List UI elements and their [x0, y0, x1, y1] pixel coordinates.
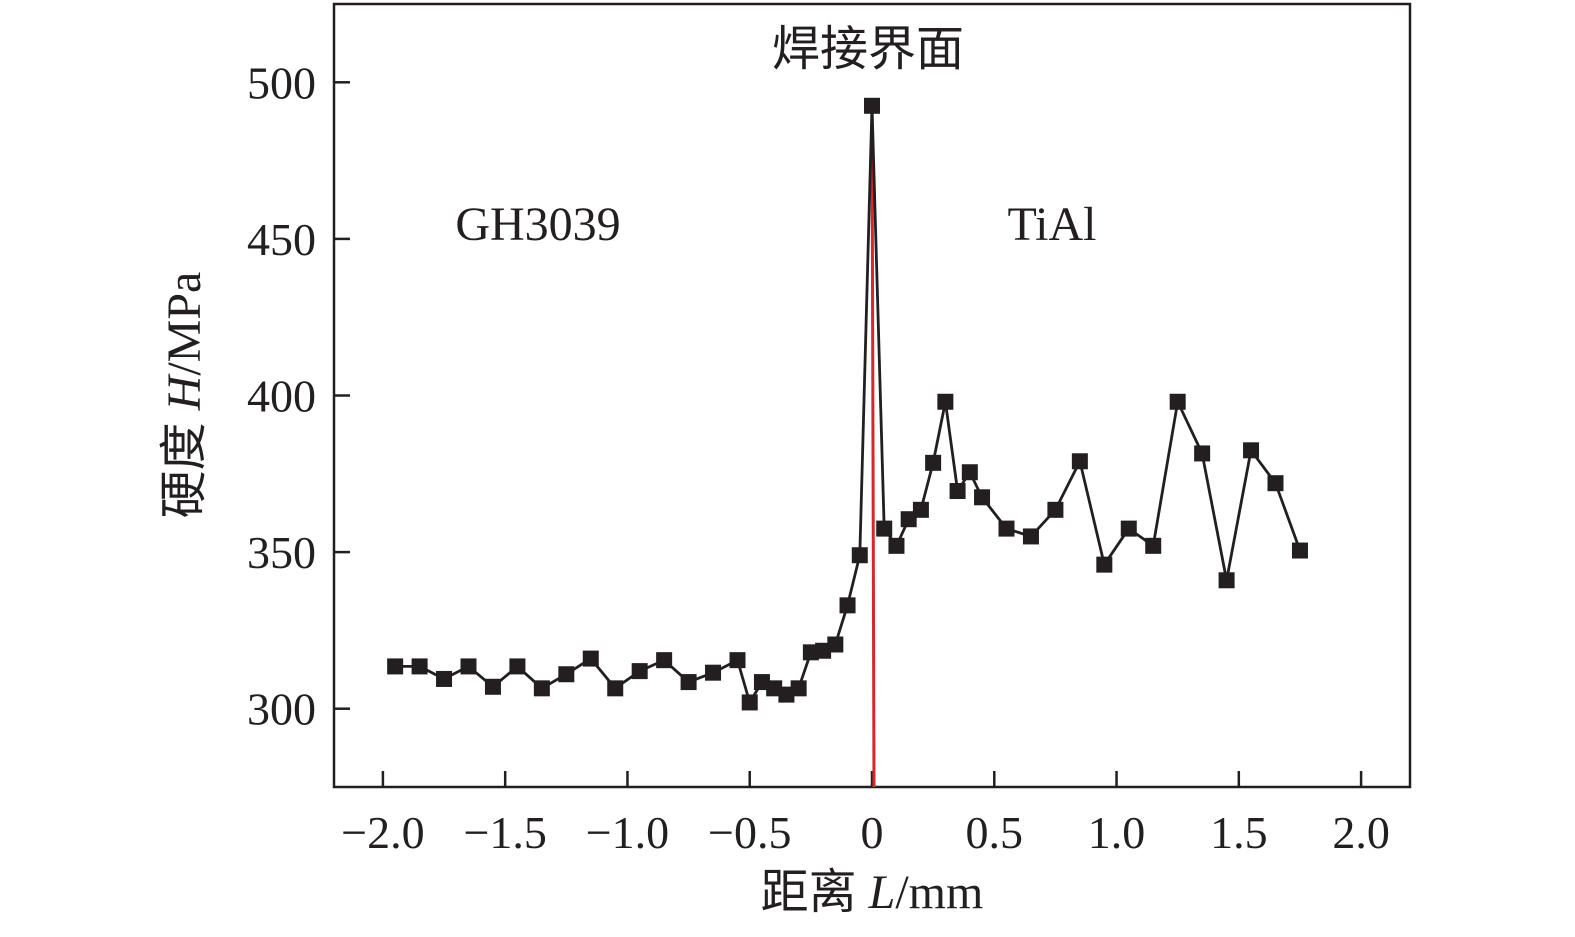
data-point	[1194, 445, 1211, 462]
data-point	[705, 664, 722, 681]
data-point	[864, 97, 880, 114]
data-point	[607, 680, 624, 697]
interface-line-group	[870, 111, 876, 788]
interface-line	[870, 111, 876, 788]
data-point	[656, 652, 673, 669]
data-point	[790, 680, 807, 697]
x-tick-label: −2.0	[341, 807, 424, 858]
data-point	[631, 663, 648, 680]
data-point	[387, 658, 404, 675]
x-tick-label: 1.5	[1210, 807, 1268, 858]
data-point	[533, 680, 550, 697]
data-point	[839, 597, 856, 614]
data-point	[949, 483, 966, 500]
y-tick-label: 500	[247, 57, 316, 108]
data-point	[1218, 572, 1235, 589]
data-point	[1243, 442, 1260, 459]
data-point	[1267, 475, 1284, 492]
data-point	[1120, 520, 1137, 537]
left-material-label: GH3039	[455, 198, 620, 251]
data-point	[1047, 501, 1064, 518]
x-axis-title-prefix: 距离	[761, 866, 869, 919]
x-axis-title-var: L	[868, 866, 896, 919]
data-point	[766, 680, 783, 697]
data-point	[802, 644, 819, 661]
series-markers	[387, 97, 1308, 711]
data-point	[900, 511, 917, 528]
data-point	[753, 674, 770, 691]
data-point	[998, 520, 1015, 537]
data-point	[436, 670, 453, 687]
data-point	[582, 650, 599, 667]
data-point	[741, 694, 758, 711]
data-point	[815, 642, 832, 659]
x-axis-title: 距离 L/mm	[761, 866, 984, 919]
x-tick-label: 2.0	[1332, 807, 1390, 858]
data-point	[778, 686, 795, 703]
data-point	[680, 674, 697, 691]
data-point	[411, 658, 428, 675]
data-point	[1071, 453, 1088, 470]
x-tick-label: 1.0	[1088, 807, 1146, 858]
data-point	[1169, 393, 1186, 410]
x-tick-label: −1.0	[586, 807, 669, 858]
y-tick-label: 450	[247, 214, 316, 265]
y-axis-ticks: 300 350 400 450 500	[247, 57, 350, 735]
data-point	[1022, 528, 1039, 545]
right-material-label: TiAl	[1008, 198, 1097, 251]
x-tick-label: −0.5	[708, 807, 791, 858]
y-axis-title-var: H	[158, 373, 211, 411]
data-point	[558, 666, 575, 683]
y-axis-title-unit: /MPa	[158, 272, 211, 376]
y-tick-label: 300	[247, 684, 316, 735]
data-point	[974, 489, 991, 506]
data-point	[912, 501, 929, 518]
data-point	[851, 547, 868, 564]
x-tick-label: 0.5	[966, 807, 1024, 858]
y-tick-label: 400	[247, 371, 316, 422]
data-point	[827, 636, 844, 653]
x-axis-title-unit: /mm	[895, 866, 983, 919]
data-point	[937, 393, 954, 410]
y-axis-title-prefix: 硬度	[158, 410, 211, 518]
data-point	[1145, 537, 1162, 554]
y-axis-title: 硬度 H/MPa	[158, 272, 211, 519]
interface-label: 焊接界面	[772, 23, 964, 76]
data-point	[925, 454, 942, 471]
x-tick-label: 0	[861, 807, 884, 858]
y-tick-label: 350	[247, 527, 316, 578]
x-tick-label: −1.5	[463, 807, 546, 858]
data-point	[888, 537, 905, 554]
data-point	[1291, 542, 1308, 559]
data-point	[876, 520, 893, 537]
x-axis-ticks: −2.0 −1.5 −1.0 −0.5 0 0.5 1.0 1.5 2.0	[341, 771, 1390, 858]
data-point	[484, 678, 501, 695]
data-point	[1096, 556, 1113, 573]
data-point	[729, 652, 746, 669]
data-point	[509, 658, 526, 675]
data-point	[961, 464, 978, 481]
data-point	[460, 658, 477, 675]
